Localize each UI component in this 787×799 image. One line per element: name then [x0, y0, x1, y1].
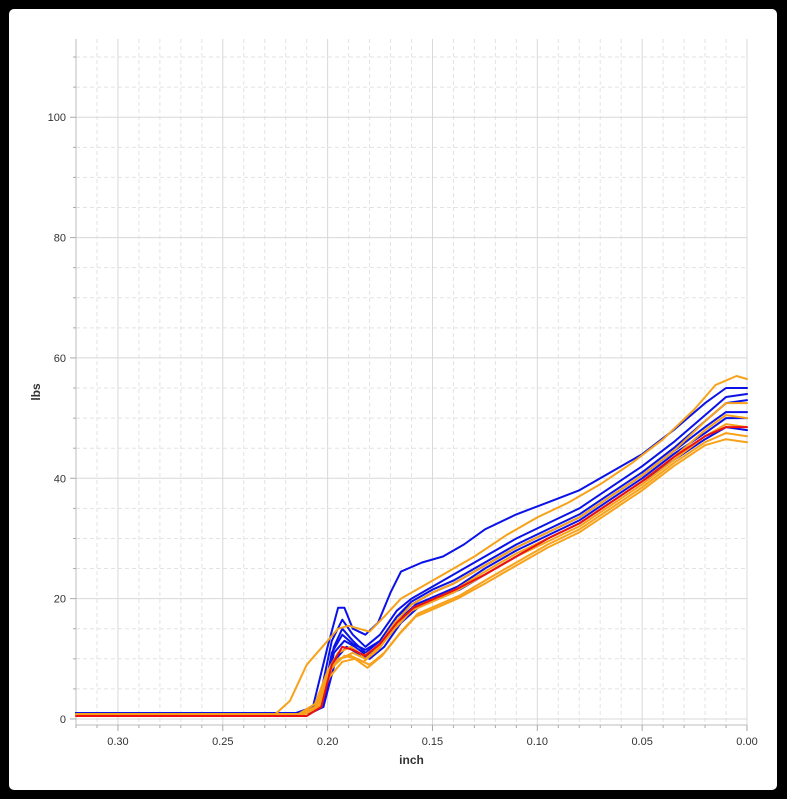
x-tick-label: 0.30: [107, 736, 128, 748]
y-axis-title: lbs: [29, 383, 43, 401]
series-line-5: [75, 417, 748, 714]
x-tick-label: 0.05: [631, 736, 652, 748]
line-chart: 0.30 0.25 0.20 0.15 0.10 0.05 0.00 0 20 40 60 80 100…: [29, 39, 758, 767]
series-line-3: [75, 399, 748, 714]
y-tick-label: 80: [54, 233, 66, 245]
y-tick-label: 0: [60, 714, 66, 726]
y-tick-label: 60: [54, 353, 66, 365]
series-line-7: [75, 375, 748, 716]
x-tick-label: 0.00: [736, 736, 757, 748]
y-tick-label: 40: [54, 473, 66, 485]
series-line-12: [75, 438, 748, 716]
axes: 0.30 0.25 0.20 0.15 0.10 0.05 0.00 0 20 40 60 80 100: [48, 39, 758, 748]
x-tick-label: 0.25: [212, 736, 233, 748]
x-tick-label: 0.20: [317, 736, 338, 748]
series-line-4: [75, 411, 748, 714]
series-line-13: [75, 426, 748, 717]
y-tick-label: 20: [54, 594, 66, 606]
series-group: [75, 375, 748, 717]
chart-card: 0.30 0.25 0.20 0.15 0.10 0.05 0.00 0 20 40 60 80 100…: [9, 9, 777, 790]
x-axis-title: inch: [399, 753, 424, 767]
x-tick-label: 0.10: [527, 736, 548, 748]
x-tick-label: 0.15: [422, 736, 443, 748]
grid: [75, 39, 748, 725]
series-line-11: [75, 432, 748, 716]
y-tick-label: 100: [48, 112, 66, 124]
